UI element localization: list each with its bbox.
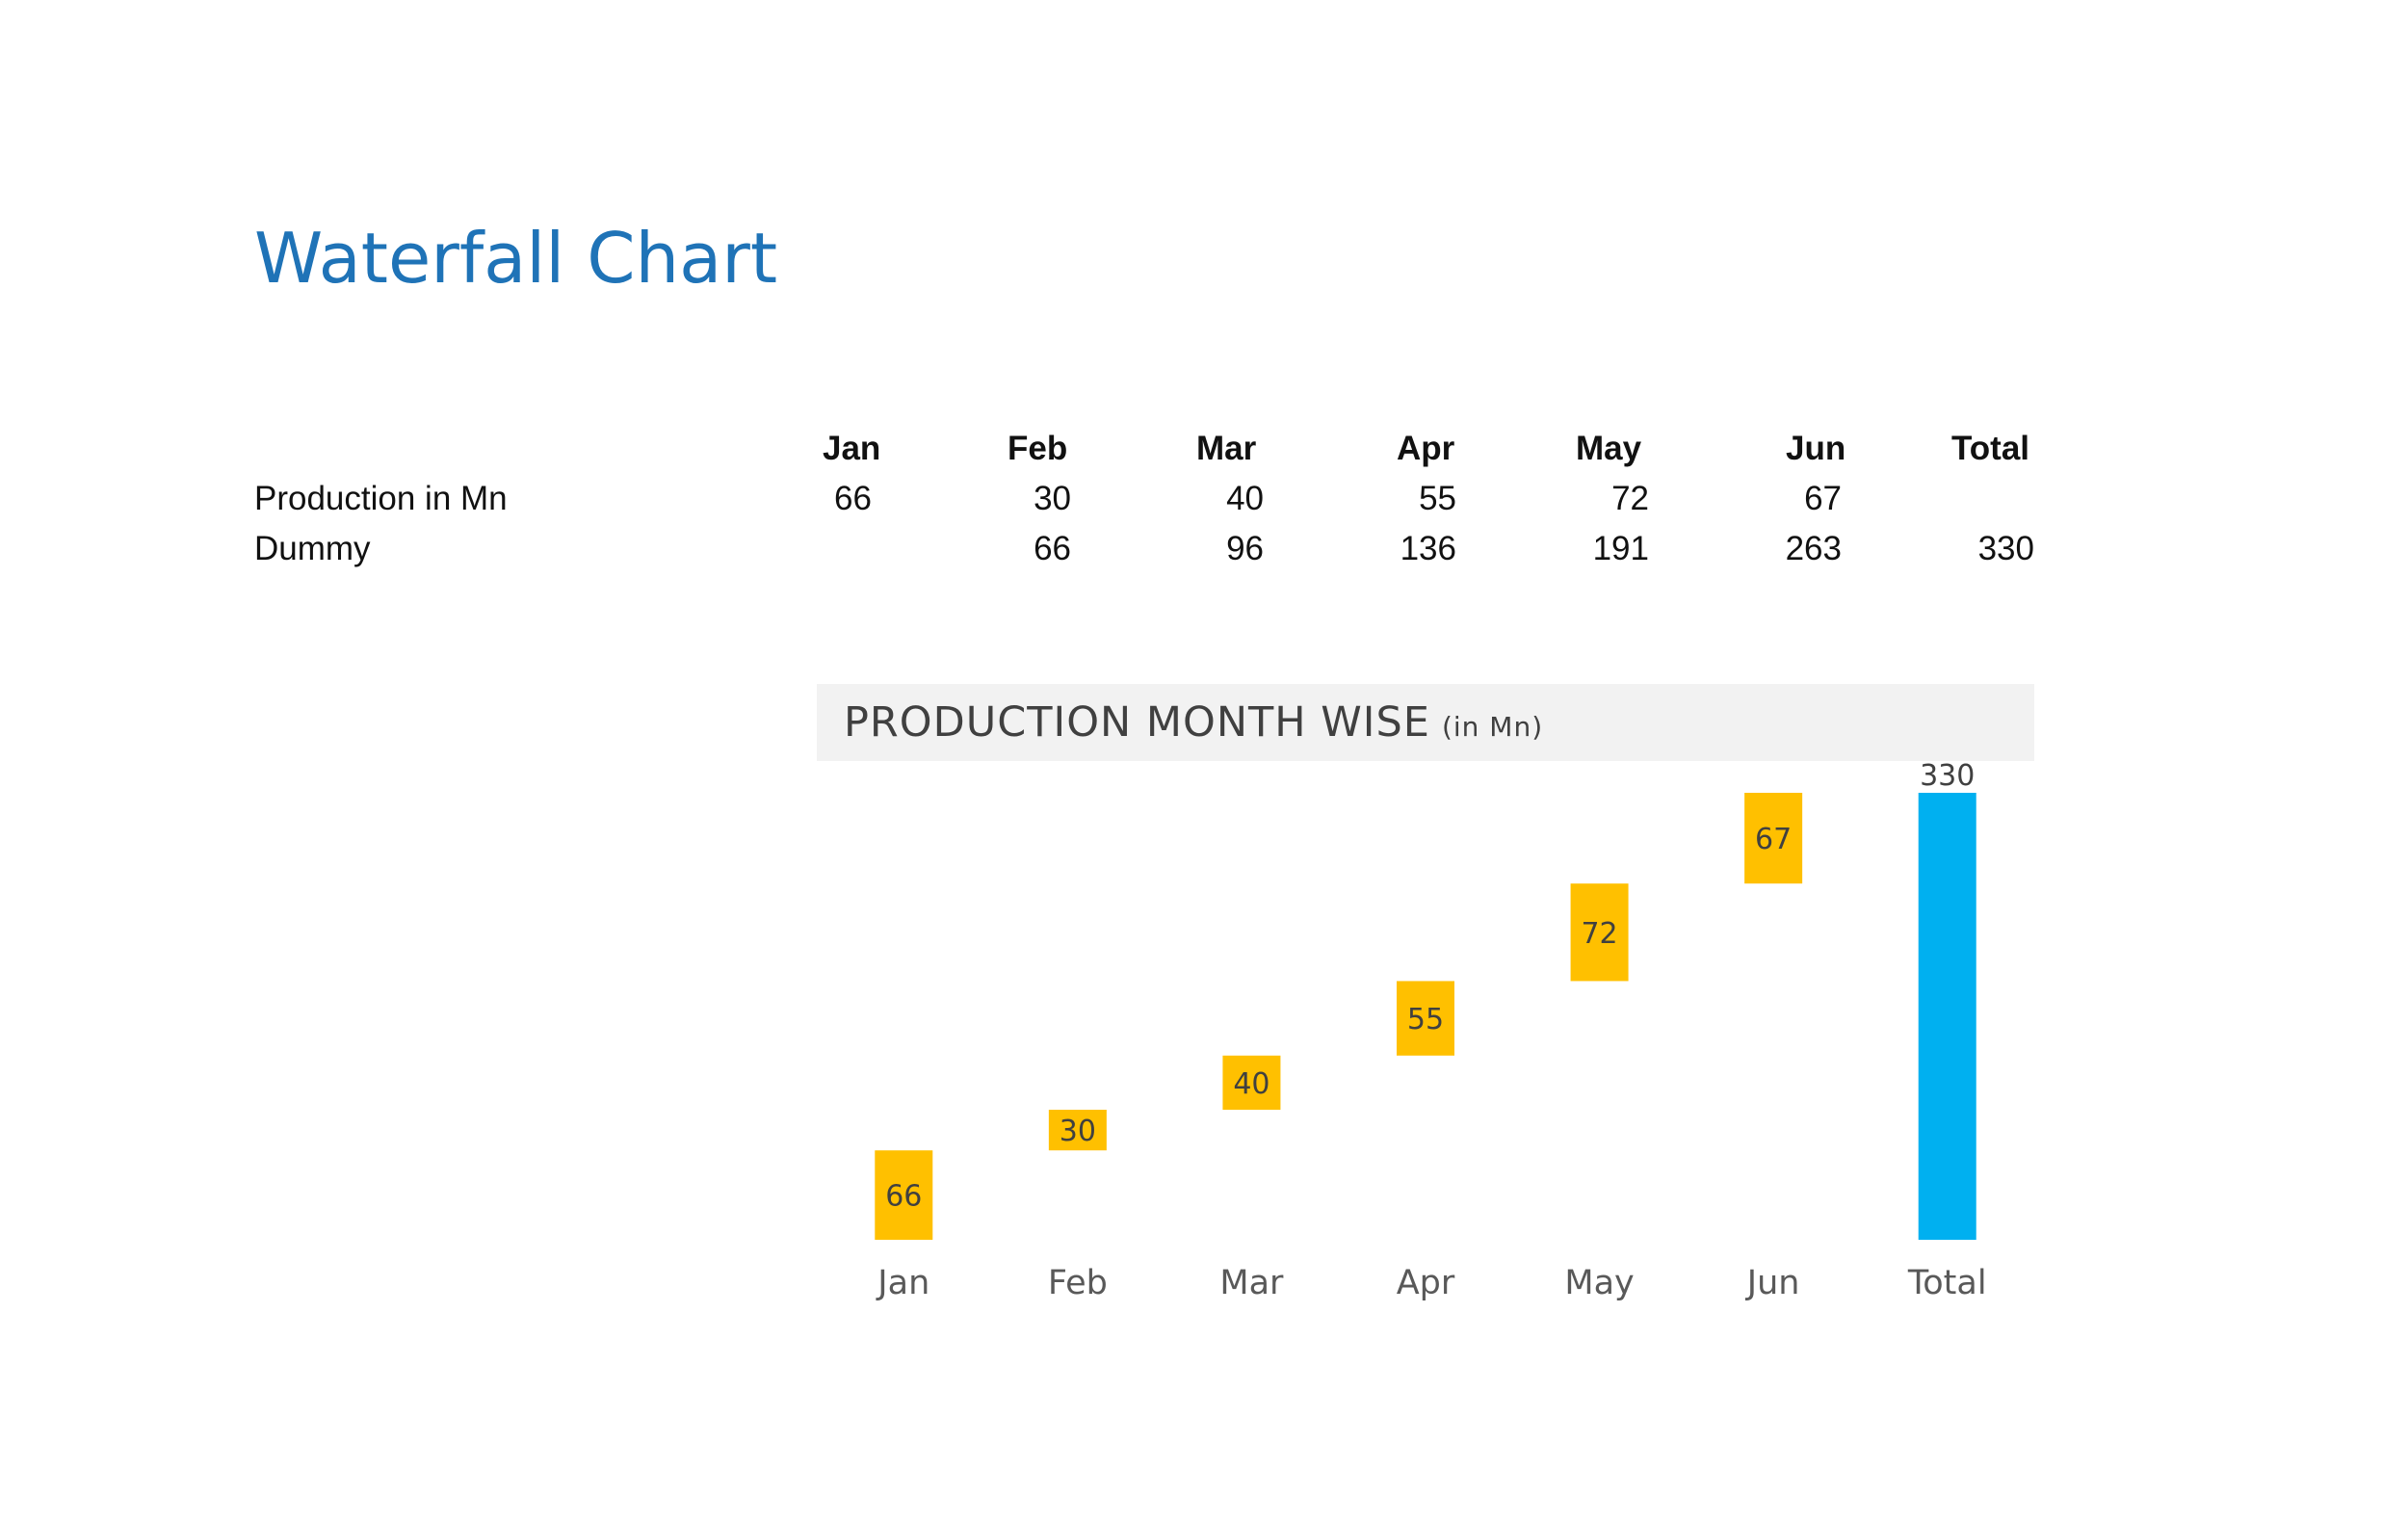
data-label-may: 72: [1581, 917, 1617, 951]
bar-feb: [1048, 1110, 1107, 1151]
table-cell: 72: [1611, 480, 1649, 517]
table-cell: 40: [1226, 480, 1264, 517]
x-tick-label-jan: Jan: [876, 1264, 929, 1302]
table-header-jun: Jun: [1786, 430, 1846, 467]
table-cell: 66: [1034, 530, 1071, 567]
x-tick-label-feb: Feb: [1048, 1264, 1108, 1302]
table-row-label: Production in Mn: [254, 480, 508, 517]
table-row-label: Dummy: [254, 530, 371, 567]
chart-x-axis: Jan Feb Mar Apr May Jun Total: [876, 1264, 1986, 1302]
bar-mar: [1222, 1055, 1281, 1111]
table-header-feb: Feb: [1008, 430, 1068, 467]
table-header-mar: Mar: [1196, 430, 1257, 467]
table-header-total: Total: [1951, 430, 2030, 467]
x-tick-label-may: May: [1564, 1264, 1634, 1302]
page-title: Waterfall Chart: [254, 218, 778, 299]
chart-title-unit: (in Mn): [1442, 711, 1543, 743]
table-cell: 136: [1400, 530, 1456, 567]
bar-jan: [875, 1150, 933, 1240]
data-label-jun: 67: [1755, 823, 1792, 856]
x-tick-label-apr: Apr: [1397, 1264, 1455, 1302]
bar-jun: [1744, 793, 1803, 884]
data-label-apr: 55: [1407, 1003, 1444, 1037]
table-cell: 67: [1804, 480, 1842, 517]
chart-data-labels: 66 30 40 55 72 67 330: [885, 759, 1975, 1214]
chart-title-background: [817, 684, 2034, 761]
chart-title-main: PRODUCTION MONTH WISE: [844, 698, 1430, 747]
x-tick-label-total: Total: [1907, 1264, 1987, 1302]
bar-apr: [1397, 981, 1454, 1056]
table-cell: 55: [1419, 480, 1456, 517]
data-label-mar: 40: [1233, 1067, 1269, 1101]
data-label-total: 330: [1920, 759, 1975, 793]
table-cell: 96: [1226, 530, 1264, 567]
table-cell: 30: [1034, 480, 1071, 517]
chart-bars: [875, 793, 1976, 1240]
chart-title: PRODUCTION MONTH WISE (in Mn): [844, 698, 1543, 747]
table-cell: 66: [834, 480, 872, 517]
data-label-jan: 66: [885, 1180, 922, 1214]
bar-total: [1918, 793, 1976, 1240]
table-cell: 263: [1785, 530, 1842, 567]
table-header-apr: Apr: [1397, 430, 1455, 467]
table-header-may: May: [1576, 430, 1642, 467]
x-tick-label-jun: Jun: [1745, 1264, 1800, 1302]
table-cell: 330: [1977, 530, 2034, 567]
data-label-feb: 30: [1060, 1115, 1096, 1148]
table-header-jan: Jan: [823, 430, 881, 467]
x-tick-label-mar: Mar: [1219, 1264, 1284, 1302]
table-cell: 191: [1592, 530, 1649, 567]
bar-may: [1570, 883, 1629, 982]
